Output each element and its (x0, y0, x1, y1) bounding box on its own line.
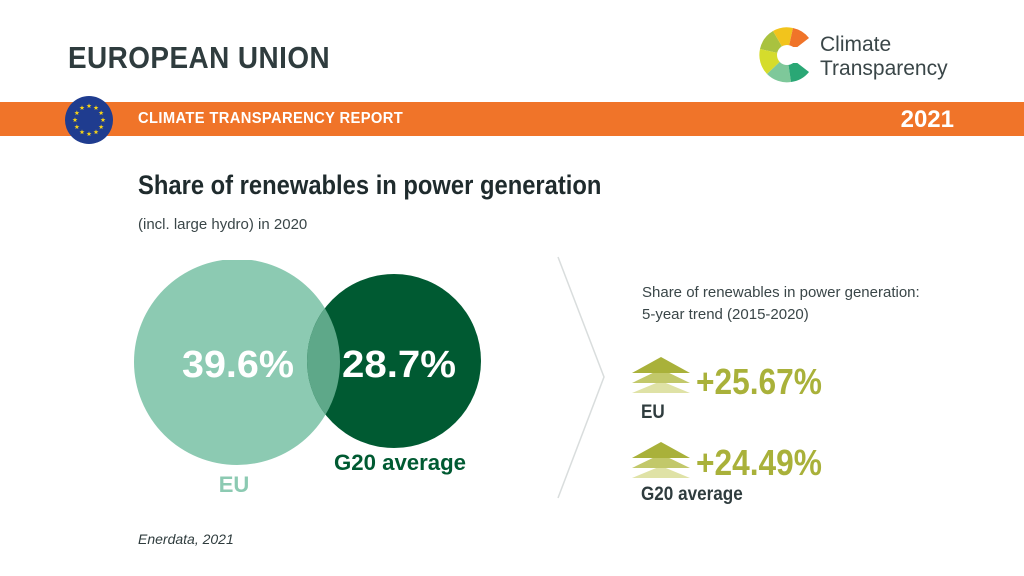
logo-line-1: Climate (820, 33, 892, 56)
logo-text: Climate Transparency (820, 33, 948, 81)
venn-chart: 39.6% 28.7% EU G20 average (134, 260, 481, 497)
flag-star-icon (98, 110, 104, 116)
flag-star-icon (74, 110, 80, 116)
eu-value-label: 39.6% (182, 344, 294, 386)
eu-trend-name: EU (641, 402, 665, 423)
country-title: EUROPEAN UNION (68, 40, 331, 75)
g20-series-name: G20 average (334, 450, 466, 475)
source-note: Enerdata, 2021 (138, 531, 234, 547)
report-label: CLIMATE TRANSPARENCY REPORT (138, 110, 404, 127)
flag-star-icon (93, 129, 99, 135)
flag-star-icon (98, 124, 104, 130)
eu-circle (134, 260, 340, 465)
g20-value-label: 28.7% (342, 344, 456, 386)
logo-line-2: Transparency (820, 57, 948, 80)
flag-star-icon (100, 117, 106, 123)
trend-heading-line-1: Share of renewables in power generation: (642, 284, 920, 301)
chart-subtitle: (incl. large hydro) in 2020 (138, 216, 308, 233)
eu-flag-icon (65, 96, 113, 144)
g20-trend-value: +24.49% (696, 442, 822, 483)
report-band: CLIMATE TRANSPARENCY REPORT 2021 (0, 102, 1024, 136)
flag-star-icon (74, 124, 80, 130)
flag-star-icon (72, 117, 78, 123)
g20-circle (307, 274, 481, 448)
divider-chevron (557, 256, 605, 499)
climate-transparency-logo: Climate Transparency (758, 26, 968, 86)
flag-star-icon (93, 105, 99, 110)
overlap-area (306, 308, 340, 415)
trend-up-icon (632, 442, 690, 478)
flag-star-icon (86, 103, 92, 109)
trend-heading: Share of renewables in power generation:… (642, 282, 1002, 326)
report-year: 2021 (900, 106, 954, 133)
flag-star-icon (79, 129, 85, 135)
flag-star-icon (86, 131, 92, 137)
trend-heading-line-2: 5-year trend (2015-2020) (642, 306, 809, 323)
eu-series-name: EU (219, 472, 250, 497)
eu-trend-value: +25.67% (696, 361, 822, 402)
chart-title: Share of renewables in power generation (138, 170, 602, 200)
flag-star-icon (79, 105, 85, 110)
trend-up-icon (632, 357, 690, 393)
g20-trend-name: G20 average (641, 484, 743, 505)
logo-mark-icon (759, 27, 817, 83)
